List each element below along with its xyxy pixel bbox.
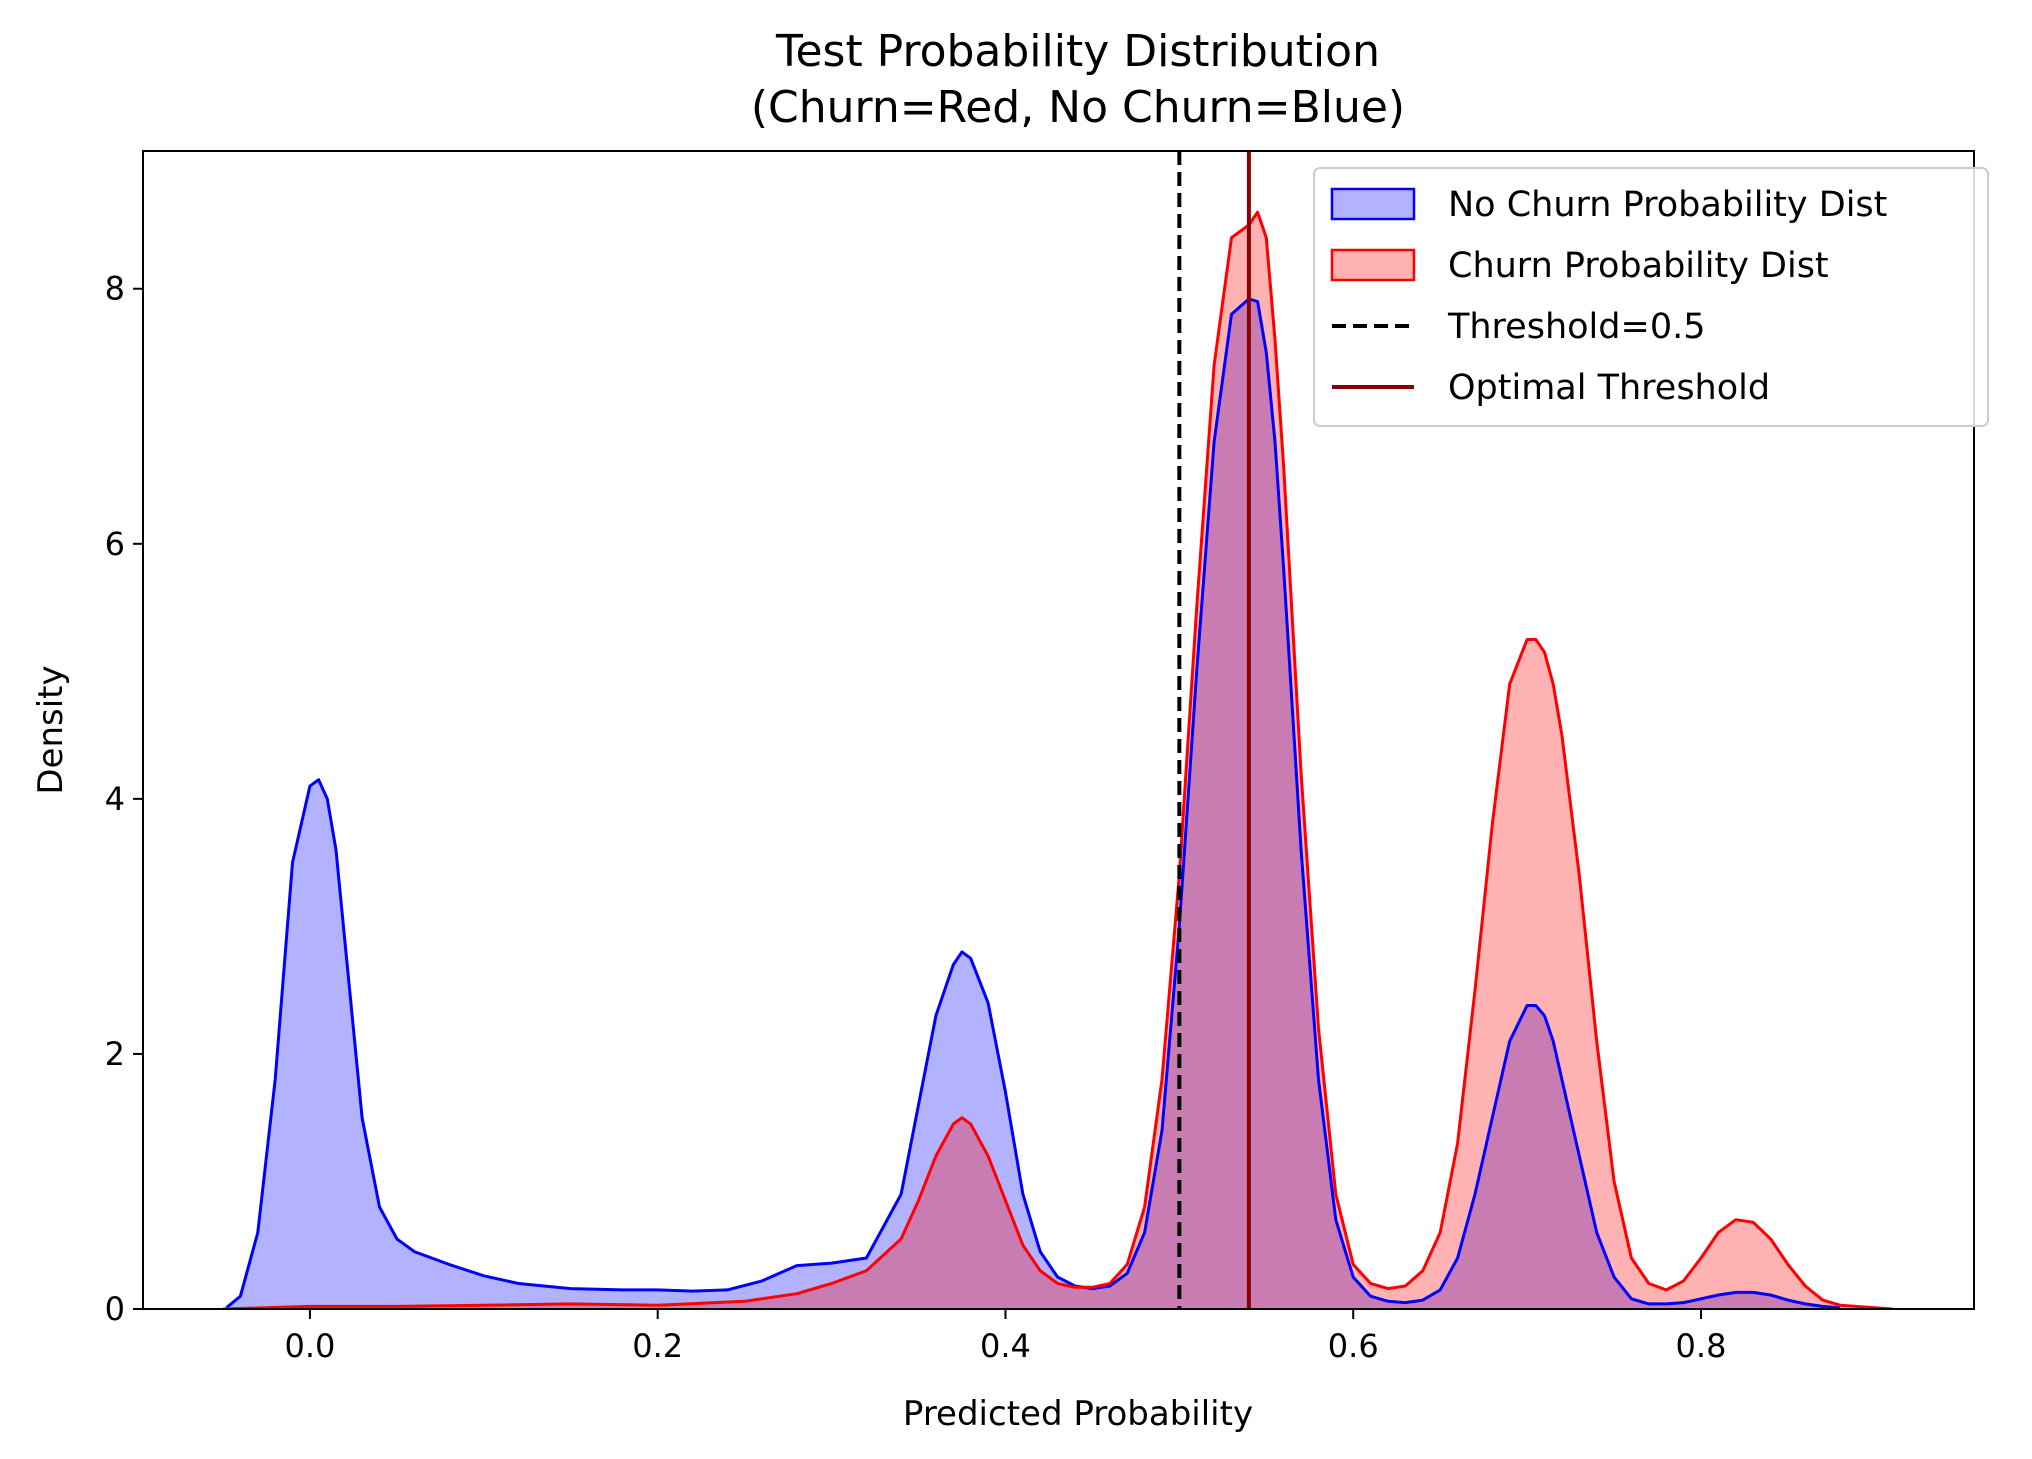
legend-entry-threshold-0-5: Threshold=0.5 [1332, 307, 1705, 347]
x-tick-label: 0.8 [1676, 1327, 1727, 1365]
legend-entry-churn-probability-dist: Churn Probability Dist [1330, 246, 1829, 286]
y-tick-label: 4 [105, 780, 125, 818]
y-tick-label: 2 [105, 1035, 125, 1073]
axes-frame [142, 150, 1975, 1310]
x-axis-label: Predicted Probability [903, 1394, 1253, 1434]
series-line-churn-probability-dist [222, 210, 1893, 1309]
y-axis: 0 2 4 6 8 [105, 270, 143, 1328]
legend-label: Optimal Threshold [1448, 368, 1770, 408]
legend-label: Churn Probability Dist [1448, 246, 1829, 286]
x-tick-label: 0.0 [284, 1327, 335, 1365]
series-line-no-churn-probability-dist [225, 297, 1841, 1309]
plot-content [222, 151, 1893, 1309]
legend-label: Threshold=0.5 [1447, 307, 1705, 347]
legend-entry-no-churn-probability-dist: No Churn Probability Dist [1330, 185, 1887, 225]
legend-swatch [1330, 248, 1416, 282]
legend: No Churn Probability Dist Churn Probabili… [1313, 167, 1989, 427]
legend-swatch [1330, 187, 1416, 221]
x-tick-label: 0.4 [980, 1327, 1031, 1365]
y-tick-label: 8 [105, 270, 125, 308]
y-tick-label: 6 [105, 525, 125, 563]
legend-frame [1313, 167, 1989, 427]
plot-area [222, 151, 1893, 1309]
legend-label: No Churn Probability Dist [1448, 185, 1887, 225]
chart-title: Test Probability Distribution [775, 26, 1380, 77]
y-tick-label: 0 [105, 1290, 125, 1328]
y-axis-label: Density [31, 665, 71, 794]
legend-entry-optimal-threshold: Optimal Threshold [1332, 368, 1770, 408]
x-tick-label: 0.6 [1328, 1327, 1379, 1365]
x-axis: 0.0 0.2 0.4 0.6 0.8 [284, 1309, 1726, 1365]
chart-subtitle: (Churn=Red, No Churn=Blue) [751, 82, 1405, 133]
series-area-churn-probability-dist [223, 212, 1893, 1309]
x-tick-label: 0.2 [632, 1327, 683, 1365]
